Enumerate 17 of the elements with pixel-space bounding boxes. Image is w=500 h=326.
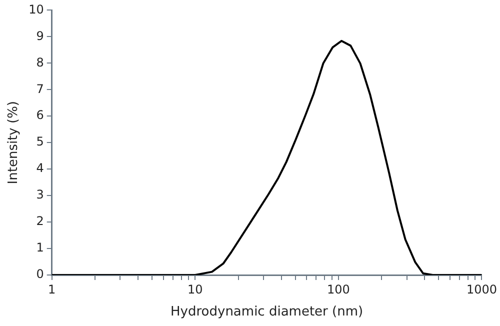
y-tick-label: 10 <box>28 2 44 16</box>
x-tick-label: 1 <box>48 282 56 296</box>
x-tick-label: 100 <box>326 282 350 296</box>
y-tick-label: 4 <box>36 161 44 176</box>
y-tick-label: 3 <box>36 188 44 202</box>
y-tick-label: 7 <box>36 82 44 96</box>
y-axis-title: Intensity (%) <box>6 100 22 184</box>
y-tick-label: 6 <box>36 108 44 122</box>
x-tick-label: 1000 <box>466 282 498 296</box>
x-axis-title: Hydrodynamic diameter (nm) <box>170 304 364 320</box>
y-tick-label: 1 <box>36 240 44 255</box>
x-tick-label: 10 <box>188 282 203 296</box>
y-tick-label: 0 <box>36 267 44 282</box>
y-tick-label: 5 <box>36 134 44 149</box>
y-tick-label: 8 <box>36 55 44 70</box>
y-tick-label: 9 <box>36 28 44 43</box>
y-tick-label: 2 <box>36 214 44 228</box>
